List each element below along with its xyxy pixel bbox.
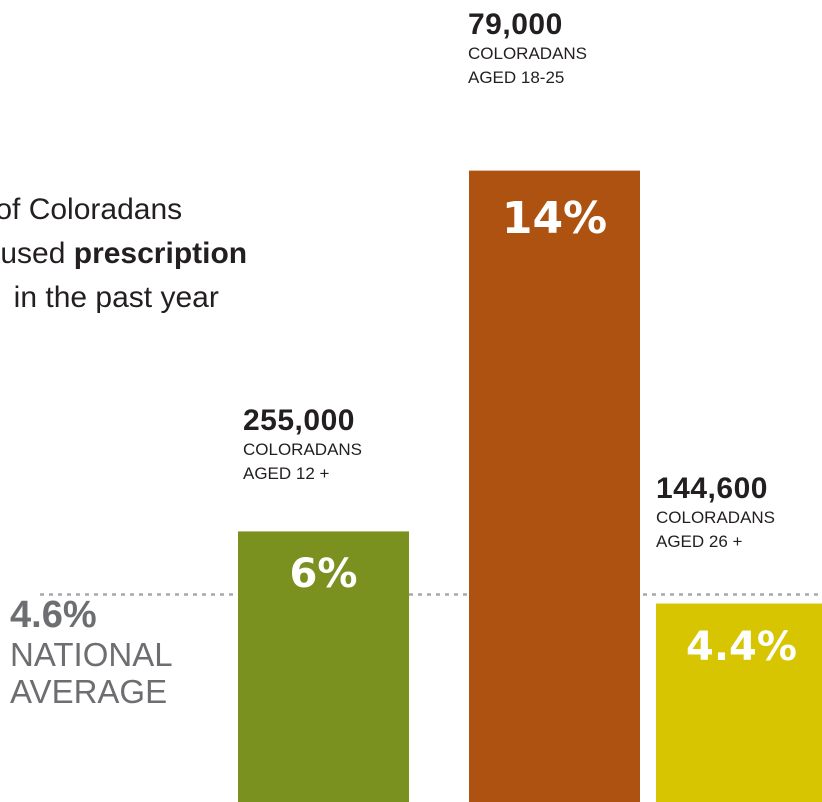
national-average-label-line-1: NATIONAL — [10, 636, 173, 673]
headline-line-2-bold: prescription — [73, 237, 248, 270]
headline-line-2: nisused prescription — [0, 232, 382, 276]
bar-aged-12-plus — [238, 531, 409, 802]
bar-value-label: 14% — [501, 192, 608, 244]
bar-category: AGED 18-25 — [468, 68, 565, 87]
national-average-value: 4.6% — [10, 594, 97, 636]
bar-count: 79,000 — [468, 8, 563, 41]
headline-line-1: nt of Coloradans — [0, 193, 183, 226]
bar-value-label: 4.4% — [686, 623, 797, 670]
bar-label-aged-12-plus: 255,000 COLORADANS AGED 12 + — [243, 404, 362, 486]
bar-label-aged-18-25: 79,000 COLORADANS AGED 18-25 — [468, 8, 587, 90]
headline-line-3: ds in the past year — [0, 276, 382, 320]
bar-category: AGED 26 + — [656, 532, 743, 551]
bar-label-aged-26-plus: 144,600 COLORADANS AGED 26 + — [656, 472, 775, 554]
bar-aged-26-plus — [656, 603, 822, 802]
national-average-label: 4.6% NATIONAL AVERAGE — [10, 594, 173, 710]
bar-count-unit: COLORADANS — [243, 440, 363, 459]
national-average-label-line-2: AVERAGE — [10, 673, 168, 710]
bar-count: 144,600 — [656, 472, 768, 505]
headline-line-2-plain: nisused — [0, 237, 66, 270]
headline: nt of Coloradans nisused prescription ds… — [0, 188, 382, 320]
bar-count-unit: COLORADANS — [656, 508, 776, 527]
bar-count: 255,000 — [243, 404, 355, 437]
bar-count-unit: COLORADANS — [468, 44, 588, 63]
bar-category: AGED 12 + — [243, 464, 330, 483]
bar-value-label: 6% — [289, 551, 358, 598]
bar-aged-18-25 — [469, 170, 640, 802]
headline-line-3-plain: in the past year — [0, 281, 219, 314]
